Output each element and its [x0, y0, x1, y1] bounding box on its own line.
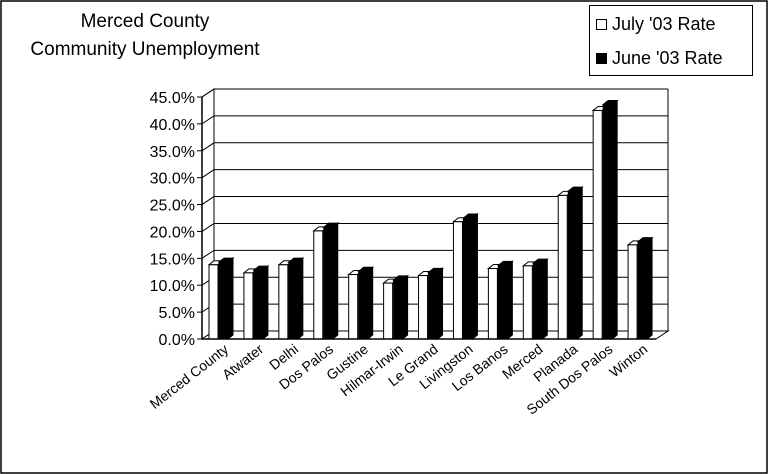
- y-tick-label: 10.0%: [150, 278, 195, 295]
- legend-item-june: June '03 Rate: [596, 46, 723, 70]
- legend-label-july: July '03 Rate: [612, 13, 716, 34]
- y-tick-label: 45.0%: [150, 90, 195, 107]
- bar-june-side: [506, 260, 513, 341]
- bar-june-side: [262, 265, 269, 341]
- bar-june-side: [576, 186, 583, 341]
- chart-title: Merced County Community Unemployment: [10, 8, 280, 64]
- bar-july-front: [557, 194, 568, 340]
- y-tick-label: 35.0%: [150, 144, 195, 161]
- bar-june: [427, 267, 444, 341]
- bar-june-side: [611, 99, 618, 341]
- bar-july-front: [348, 273, 359, 340]
- bar-june-front: [602, 104, 613, 340]
- bar-june-front: [288, 261, 299, 340]
- bar-july-front: [418, 275, 429, 340]
- legend-item-july: July '03 Rate: [596, 12, 716, 36]
- y-tick-label: 15.0%: [150, 251, 195, 268]
- bar-june-side: [227, 257, 234, 341]
- chart-title-line-1: Merced County: [80, 11, 210, 32]
- bar-june: [392, 274, 410, 341]
- bar-july-front: [487, 268, 498, 340]
- bar-june: [322, 222, 340, 341]
- bar-june: [566, 186, 584, 341]
- bar-june: [217, 257, 235, 341]
- bar-june: [496, 260, 514, 341]
- bar-june-front: [567, 190, 578, 340]
- bar-june-front: [218, 261, 229, 340]
- bar-july-front: [522, 265, 533, 340]
- bar-june-front: [637, 241, 648, 340]
- bar-june-front: [358, 270, 369, 340]
- y-tick-label: 20.0%: [150, 224, 195, 241]
- bar-june-side: [437, 267, 444, 341]
- bar-june-side: [646, 236, 653, 341]
- bar-june-front: [323, 226, 334, 340]
- bar-july-front: [627, 244, 638, 340]
- bar-june-side: [402, 274, 409, 341]
- y-tick-label: 25.0%: [150, 198, 195, 215]
- bar-june: [601, 99, 619, 341]
- legend-swatch-june: [596, 52, 607, 64]
- bar-july-front: [208, 264, 219, 340]
- y-tick-label: 30.0%: [150, 171, 195, 188]
- gridline: [201, 115, 668, 125]
- y-tick-label: 0.0%: [159, 332, 195, 349]
- gridline: [201, 222, 668, 232]
- bar-july-front: [452, 221, 463, 340]
- bar-june-front: [428, 271, 439, 340]
- bar-july-front: [313, 230, 324, 340]
- bar-july-front: [243, 272, 254, 340]
- gridline: [201, 249, 668, 259]
- y-tick-label: 40.0%: [150, 117, 195, 134]
- x-tick-label: Merced County: [147, 341, 232, 412]
- gridline: [201, 88, 668, 98]
- bar-june: [462, 212, 479, 341]
- y-tick-label: 5.0%: [159, 305, 195, 322]
- bar-june-side: [332, 222, 339, 341]
- bar-june-side: [297, 257, 304, 341]
- bar-june-side: [471, 212, 478, 341]
- gridline: [201, 196, 668, 205]
- bar-july-front: [278, 264, 289, 340]
- x-tick-label: Winton: [606, 341, 650, 380]
- bar-july-front: [592, 109, 603, 340]
- bar-june-front: [532, 262, 543, 340]
- bar-june-front: [462, 217, 473, 340]
- bar-june: [531, 258, 549, 341]
- chart-title-line-2: Community Unemployment: [30, 39, 260, 60]
- bar-june: [287, 257, 305, 341]
- bar-june-side: [367, 266, 374, 341]
- legend-label-june: June '03 Rate: [612, 47, 723, 68]
- legend-swatch-july: [596, 18, 607, 30]
- bar-june: [252, 265, 270, 341]
- gridline: [201, 169, 668, 179]
- bar-june-front: [497, 264, 508, 340]
- bar-june-side: [541, 258, 548, 341]
- bar-june: [357, 266, 375, 341]
- gridline: [201, 142, 668, 152]
- chart-legend: July '03 Rate June '03 Rate: [589, 5, 753, 76]
- bar-july-front: [383, 282, 394, 340]
- bar-june-front: [393, 279, 404, 340]
- bar-june: [636, 236, 654, 341]
- bar-june-front: [253, 269, 264, 340]
